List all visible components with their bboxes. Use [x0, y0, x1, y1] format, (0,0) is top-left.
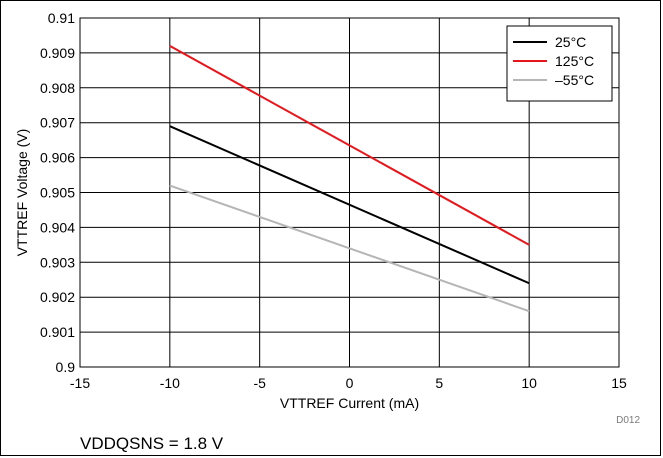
x-tick-labels: -15 -10 -5 0 5 10 15 [70, 375, 627, 391]
series-line-2 [169, 184, 530, 313]
y-tick-label: 0.907 [40, 115, 75, 131]
plot-area-border [79, 17, 620, 368]
y-tick-label: 0.906 [40, 150, 75, 166]
series-lines [169, 45, 530, 313]
y-tick-labels: 0.9 0.901 0.902 0.903 0.904 0.905 0.906 0.907 0.… [40, 10, 75, 375]
legend: 25°C 125°C –55°C [506, 25, 613, 102]
x-tick-label: 10 [521, 375, 537, 391]
series-line-1 [169, 45, 530, 246]
legend-entry: 125°C [555, 53, 594, 69]
x-tick-label: 0 [346, 375, 354, 391]
y-tick-label: 0.904 [40, 219, 75, 235]
figure-code: D012 [616, 415, 640, 426]
x-tick-label: -15 [70, 375, 90, 391]
legend-box [506, 25, 613, 102]
y-tick-label: 0.901 [40, 324, 75, 340]
y-axis-label: VTTREF Voltage (V) [14, 129, 30, 257]
series-line-0 [169, 125, 530, 285]
y-tick-label: 0.91 [48, 10, 75, 26]
legend-entry: –55°C [555, 72, 594, 88]
x-tick-label: -5 [253, 375, 266, 391]
y-tick-label: 0.903 [40, 254, 75, 270]
x-tick-label: 5 [435, 375, 443, 391]
y-tick-label: 0.909 [40, 45, 75, 61]
grid-lines [80, 18, 619, 367]
y-tick-label: 0.908 [40, 80, 75, 96]
x-tick-label: -10 [160, 375, 180, 391]
x-axis-label: VTTREF Current (mA) [280, 395, 419, 411]
footnote: VDDQSNS = 1.8 V [80, 434, 224, 453]
y-tick-label: 0.905 [40, 185, 75, 201]
y-tick-label: 0.902 [40, 289, 75, 305]
y-tick-label: 0.9 [56, 359, 76, 375]
legend-entry: 25°C [555, 34, 586, 50]
x-tick-label: 15 [611, 375, 627, 391]
